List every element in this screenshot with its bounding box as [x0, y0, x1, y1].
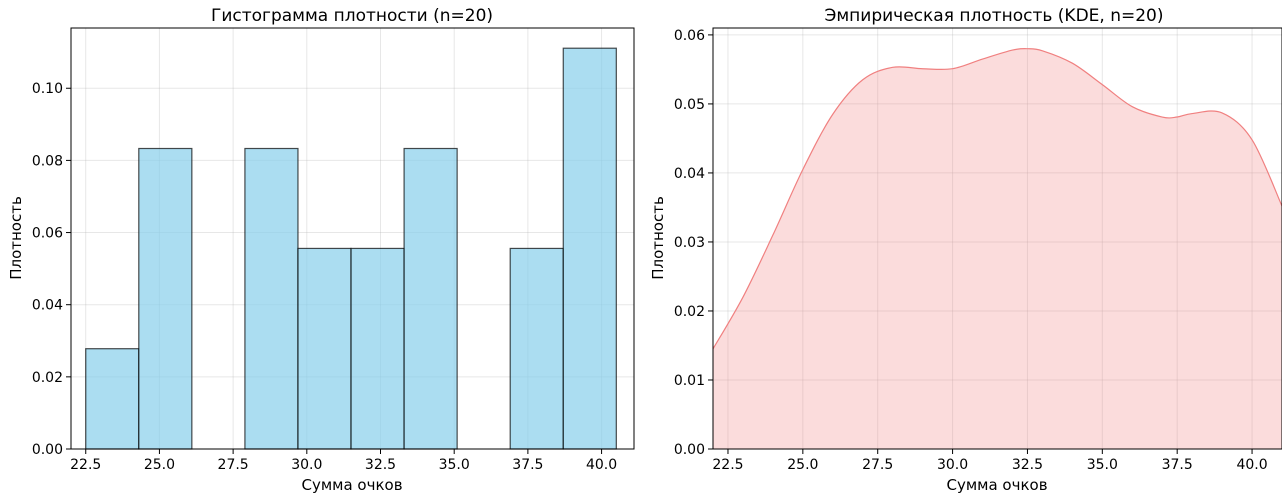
histogram-y-tick-label: 0.04	[32, 298, 63, 314]
kde-y-tick-label: 0.01	[674, 373, 705, 389]
kde-x-tick-label: 27.5	[862, 457, 893, 473]
kde-area	[712, 48, 1282, 450]
kde-x-ticks: 22.5 25.0 27.5 30.0 32.5 35.0 37.5 40.0	[712, 449, 1268, 473]
histogram-bars	[85, 47, 617, 450]
histogram-x-tick-label: 27.5	[218, 457, 249, 473]
kde-x-tick-label: 32.5	[1012, 457, 1043, 473]
histogram-bar	[297, 247, 352, 450]
histogram-frame	[70, 27, 635, 450]
histogram-y-tick-label: 0.02	[32, 370, 63, 386]
histogram-title: Гистограмма плотности (n=20)	[211, 6, 493, 26]
kde-x-tick-label: 40.0	[1236, 457, 1267, 473]
histogram-bar	[138, 147, 193, 450]
histogram-x-tick-label: 30.0	[291, 457, 322, 473]
kde-x-axis-label: Сумма очков	[946, 476, 1047, 494]
kde-x-tick-label: 25.0	[787, 457, 818, 473]
kde-y-tick-label: 0.06	[674, 28, 705, 44]
histogram-y-tick-label: 0.08	[32, 153, 63, 169]
histogram-bar	[509, 247, 564, 450]
histogram-x-tick-label: 37.5	[512, 457, 543, 473]
histogram-y-tick-label: 0.10	[32, 81, 63, 97]
histogram-y-tick-label: 0.00	[32, 442, 63, 458]
histogram-y-ticks: 0.00 0.02 0.04 0.06 0.08 0.10	[32, 81, 71, 458]
histogram-x-tick-label: 22.5	[70, 457, 101, 473]
kde-x-tick-label: 35.0	[1087, 457, 1118, 473]
histogram-bar	[562, 47, 617, 450]
kde-frame	[712, 27, 1282, 450]
kde-y-tick-label: 0.00	[674, 442, 705, 458]
kde-y-ticks: 0.00 0.01 0.02 0.03 0.04 0.05 0.06	[674, 28, 713, 458]
kde-x-tick-label: 22.5	[712, 457, 743, 473]
kde-fill	[713, 48, 1282, 450]
histogram-x-tick-label: 32.5	[365, 457, 396, 473]
kde-x-tick-label: 30.0	[937, 457, 968, 473]
histogram-x-tick-label: 25.0	[144, 457, 175, 473]
kde-panel: Эмпирическая плотность (KDE, n=20) 22.5 2…	[649, 6, 1282, 494]
kde-y-tick-label: 0.03	[674, 235, 705, 251]
histogram-x-tick-label: 40.0	[586, 457, 617, 473]
histogram-x-tick-label: 35.0	[439, 457, 470, 473]
kde-y-axis-label: Плотность	[649, 196, 667, 280]
kde-y-tick-label: 0.05	[674, 97, 705, 113]
kde-y-tick-label: 0.04	[674, 166, 705, 182]
histogram-panel: Гистограмма плотности (n=20) 22.5 25.0 27.…	[7, 6, 635, 494]
histogram-x-axis-label: Сумма очков	[301, 476, 402, 494]
histogram-y-axis-label: Плотность	[7, 196, 25, 280]
histogram-bar	[350, 247, 405, 450]
kde-line	[712, 48, 1282, 350]
histogram-bar	[403, 147, 458, 450]
kde-x-tick-label: 37.5	[1162, 457, 1193, 473]
histogram-bar	[244, 147, 299, 450]
histogram-x-ticks: 22.5 25.0 27.5 30.0 32.5 35.0 37.5 40.0	[70, 449, 617, 473]
kde-y-tick-label: 0.02	[674, 304, 705, 320]
histogram-y-tick-label: 0.06	[32, 226, 63, 242]
histogram-bar	[85, 348, 140, 450]
kde-title: Эмпирическая плотность (KDE, n=20)	[824, 6, 1163, 26]
